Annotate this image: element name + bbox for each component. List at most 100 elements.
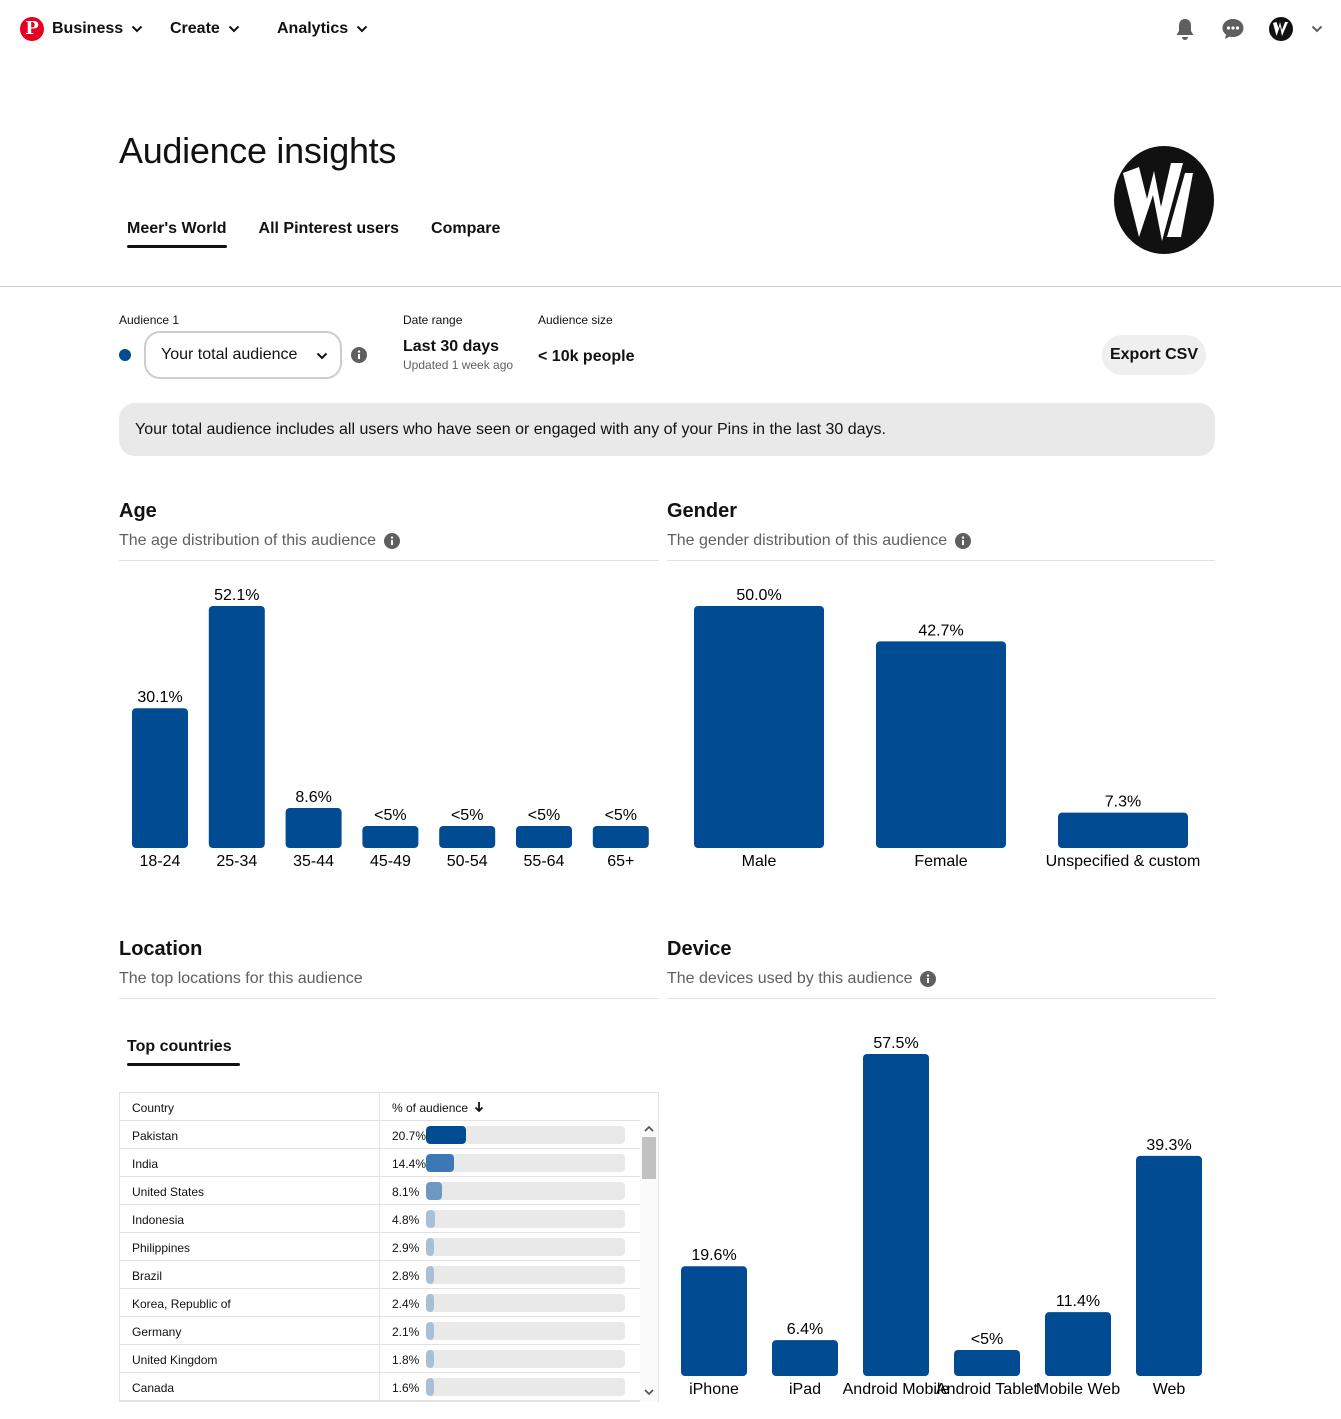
location-divider xyxy=(119,998,659,999)
date-range-value: Last 30 days xyxy=(403,338,500,355)
country-percent: 1.6% xyxy=(392,1381,420,1395)
table-row: Brazil 2.8% xyxy=(120,1261,658,1289)
country-name: Indonesia xyxy=(120,1205,380,1232)
age-bar-65-[interactable] xyxy=(592,826,649,848)
nav-analytics-menu[interactable]: Analytics xyxy=(277,20,368,38)
device-bar-ipad[interactable] xyxy=(772,1340,838,1376)
audience-info-icon[interactable] xyxy=(351,347,367,363)
scroll-up-arrow-icon[interactable] xyxy=(643,1123,655,1135)
table-scrollbar[interactable] xyxy=(640,1120,658,1402)
tab-top-countries[interactable]: Top countries xyxy=(119,1036,240,1066)
country-percent-bar-track xyxy=(426,1210,625,1228)
gender-value-label: 7.3% xyxy=(1105,794,1141,811)
scroll-down-arrow-icon[interactable] xyxy=(643,1386,655,1398)
age-subtitle: The age distribution of this audience xyxy=(119,532,401,550)
audience-size-label: Audience size xyxy=(538,313,613,327)
device-bar-mobile-web[interactable] xyxy=(1045,1312,1111,1376)
device-bar-chart: 19.6% iPhone 6.4% iPad 57.5% Android Mobile <5… xyxy=(681,1035,1202,1398)
column-header-percent[interactable]: % of audience xyxy=(380,1093,484,1120)
device-bar-android-mobile[interactable] xyxy=(863,1054,929,1376)
device-category-label: Android Tablet xyxy=(936,1381,1039,1398)
age-category-label: 18-24 xyxy=(140,853,181,870)
age-bar-55-64[interactable] xyxy=(516,826,572,848)
chevron-down-icon xyxy=(228,25,240,33)
gender-bar-female[interactable] xyxy=(876,641,1006,848)
country-percent: 2.4% xyxy=(392,1297,420,1311)
profile-avatar-icon[interactable] xyxy=(1268,16,1294,42)
country-percent-bar-track xyxy=(426,1378,625,1396)
country-percent-bar-track xyxy=(426,1266,625,1284)
country-percent-bar-track xyxy=(426,1322,625,1340)
device-info-icon[interactable] xyxy=(920,971,937,987)
device-bar-web[interactable] xyxy=(1136,1155,1202,1376)
age-value-label: <5% xyxy=(605,807,637,824)
top-nav: P Business Create Analytics xyxy=(0,0,1341,62)
age-value-label: <5% xyxy=(451,807,483,824)
nav-analytics-label: Analytics xyxy=(277,20,349,37)
gender-bar-unspecified-custom[interactable] xyxy=(1058,812,1188,848)
gender-info-icon[interactable] xyxy=(955,533,972,549)
country-name: United States xyxy=(120,1177,380,1204)
age-info-icon[interactable] xyxy=(384,533,401,549)
country-percent-bar xyxy=(426,1210,436,1228)
country-percent: 1.8% xyxy=(392,1353,420,1367)
age-category-label: 50-54 xyxy=(447,853,488,870)
country-percent-bar xyxy=(426,1266,434,1284)
tab-meers-world[interactable]: Meer's World xyxy=(119,218,235,248)
age-value-label: <5% xyxy=(528,807,560,824)
age-title: Age xyxy=(119,500,157,522)
table-row: Korea, Republic of 2.4% xyxy=(120,1289,658,1317)
table-row: India 14.4% xyxy=(120,1149,658,1177)
country-percent-bar-track xyxy=(426,1350,625,1368)
table-header: Country % of audience xyxy=(120,1093,658,1121)
gender-bar-male[interactable] xyxy=(694,606,824,848)
nav-create-menu[interactable]: Create xyxy=(170,20,240,38)
country-percent: 2.9% xyxy=(392,1241,420,1255)
country-percent-bar xyxy=(426,1182,442,1200)
age-value-label: 30.1% xyxy=(137,689,182,706)
audience-select[interactable]: Your total audience xyxy=(144,331,342,379)
device-category-label: Android Mobile xyxy=(843,1381,950,1398)
table-row: Pakistan 20.7% xyxy=(120,1121,658,1149)
column-header-country[interactable]: Country xyxy=(120,1093,380,1120)
messages-icon[interactable] xyxy=(1220,16,1246,42)
age-bar-35-44[interactable] xyxy=(285,808,342,848)
device-bar-iphone[interactable] xyxy=(681,1266,747,1376)
country-name: Philippines xyxy=(120,1233,380,1260)
device-divider xyxy=(667,998,1215,999)
tab-compare[interactable]: Compare xyxy=(431,220,501,237)
profile-avatar-logo xyxy=(1114,146,1214,254)
account-chevron-down-icon[interactable] xyxy=(1311,23,1323,35)
notifications-bell-icon[interactable] xyxy=(1172,16,1198,42)
tab-all-pinterest-users[interactable]: All Pinterest users xyxy=(258,220,400,237)
age-bar-25-34[interactable] xyxy=(208,606,265,848)
age-category-label: 65+ xyxy=(607,853,634,870)
table-scrollbar-thumb[interactable] xyxy=(642,1137,656,1179)
gender-value-label: 50.0% xyxy=(736,587,781,604)
device-value-label: <5% xyxy=(971,1331,1003,1348)
pinterest-logo-icon[interactable]: P xyxy=(20,17,44,41)
country-percent: 8.1% xyxy=(392,1185,420,1199)
country-percent-bar-track xyxy=(426,1126,625,1144)
age-bar-18-24[interactable] xyxy=(132,708,188,848)
gender-category-label: Unspecified & custom xyxy=(1046,853,1201,870)
nav-business-menu[interactable]: Business xyxy=(52,20,143,38)
export-csv-button[interactable]: Export CSV xyxy=(1102,335,1206,375)
country-percent-bar xyxy=(426,1378,434,1396)
age-subtitle-text: The age distribution of this audience xyxy=(119,532,377,549)
device-subtitle-text: The devices used by this audience xyxy=(667,970,913,987)
location-title: Location xyxy=(119,938,203,960)
country-percent: 4.8% xyxy=(392,1213,420,1227)
country-percent: 2.8% xyxy=(392,1269,420,1283)
age-category-label: 55-64 xyxy=(524,853,565,870)
device-category-label: iPhone xyxy=(689,1381,739,1398)
page-title: Audience insights xyxy=(119,130,397,171)
device-category-label: iPad xyxy=(789,1381,821,1398)
country-name: Germany xyxy=(120,1317,380,1344)
age-bar-50-54[interactable] xyxy=(439,826,496,848)
age-bar-45-49[interactable] xyxy=(362,826,419,848)
country-percent: 14.4% xyxy=(392,1157,427,1171)
device-value-label: 19.6% xyxy=(691,1247,736,1264)
country-percent-bar-track xyxy=(426,1182,625,1200)
device-bar-android-tablet[interactable] xyxy=(954,1350,1020,1376)
